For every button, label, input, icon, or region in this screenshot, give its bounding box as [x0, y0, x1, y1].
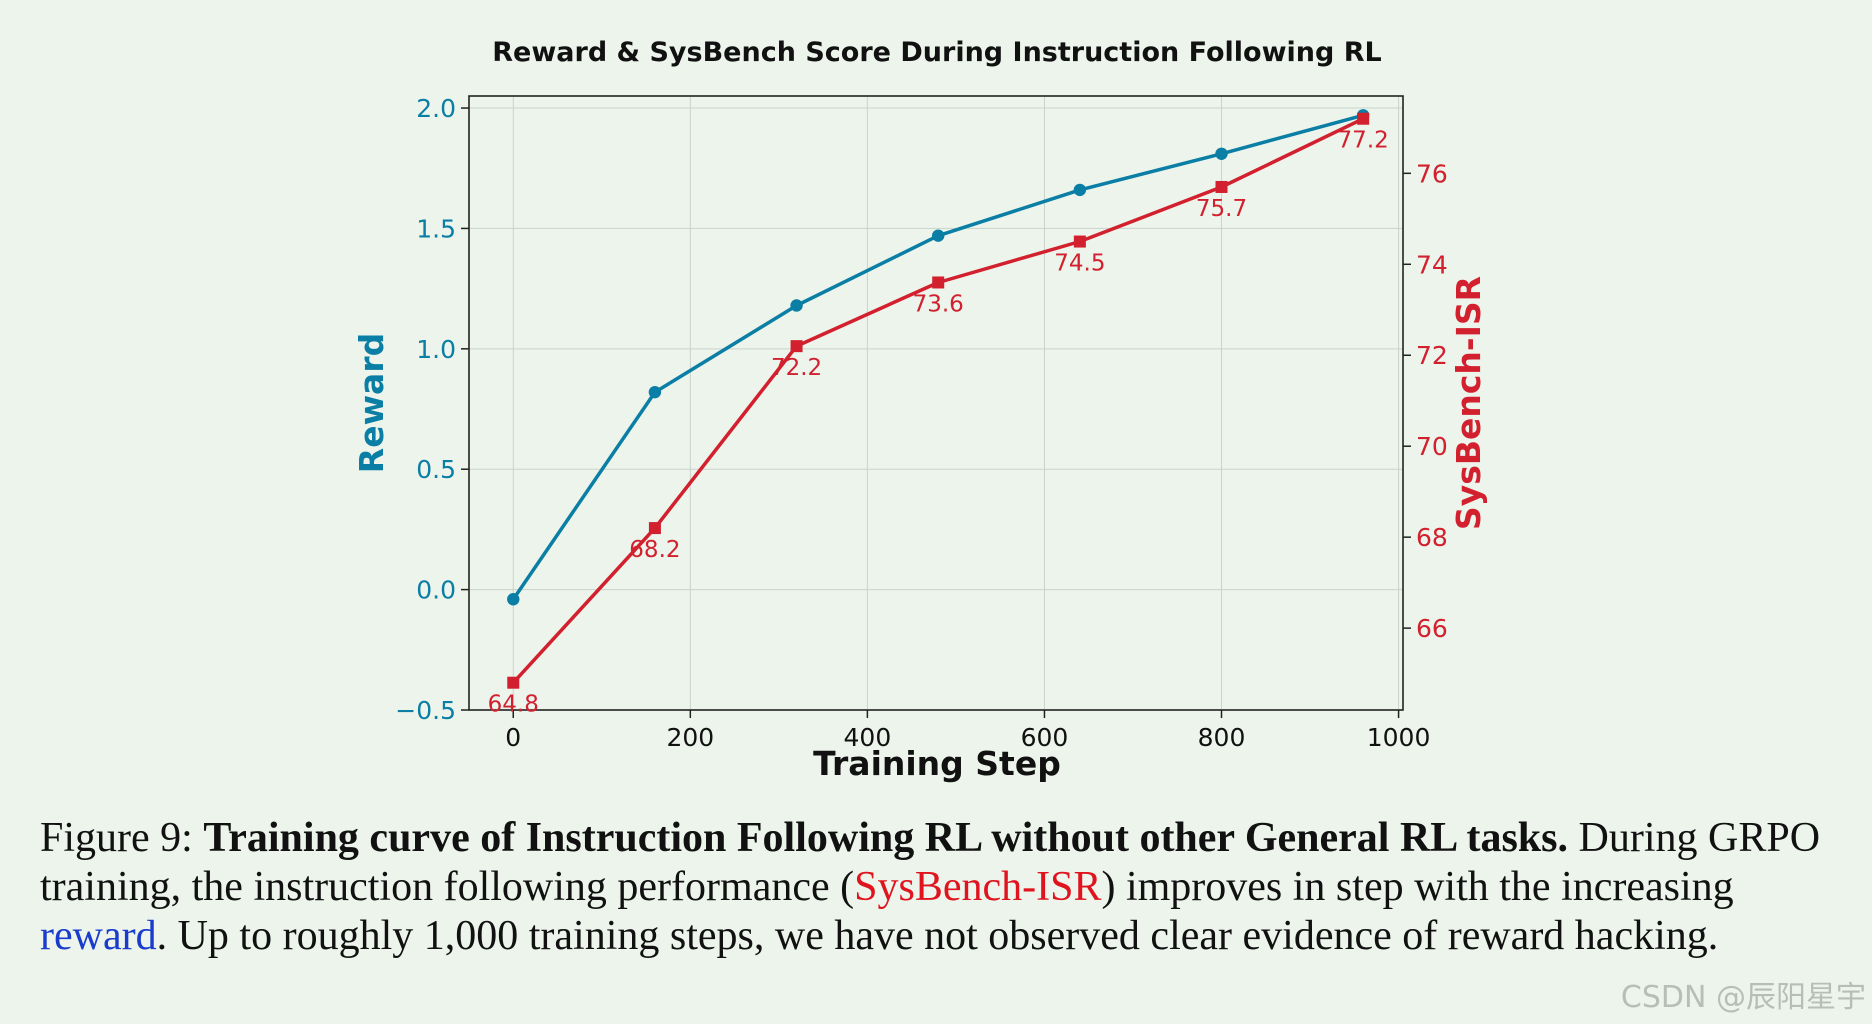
- data-label: 74.5: [1054, 251, 1105, 277]
- caption-text-1: During GRPO training, the instruction fo…: [40, 815, 1821, 910]
- left-y-tick-label: −0.5: [395, 696, 456, 725]
- caption-sysbench-link[interactable]: SysBench-ISR: [854, 864, 1102, 910]
- sysbench-point: [1073, 235, 1086, 248]
- x-tick-label: 400: [844, 723, 892, 752]
- x-axis: 0 200 400 600 800 1000: [505, 710, 1430, 752]
- data-label: 72.2: [771, 355, 822, 381]
- reward-point: [1073, 183, 1087, 197]
- sysbench-point: [1357, 112, 1370, 125]
- x-tick-label: 800: [1198, 723, 1246, 752]
- data-label: 68.2: [629, 537, 680, 563]
- sysbench-point: [790, 340, 803, 353]
- x-tick-label: 0: [505, 723, 521, 752]
- dual-axis-line-chart: Reward & SysBench Score During Instructi…: [352, 37, 1488, 783]
- right-y-tick-label: 68: [1416, 523, 1448, 552]
- left-y-tick-label: 2.0: [416, 94, 456, 123]
- left-y-tick-label: 0.5: [416, 455, 456, 484]
- caption-prefix: Figure 9:: [40, 815, 204, 861]
- reward-point: [648, 385, 662, 399]
- sysbench-point: [507, 676, 520, 689]
- grid: [469, 96, 1403, 711]
- x-tick-label: 600: [1021, 723, 1069, 752]
- reward-point: [932, 229, 945, 242]
- left-y-tick-label: 0.0: [416, 576, 456, 605]
- data-label: 64.8: [488, 692, 539, 718]
- x-axis-label: Training Step: [813, 744, 1061, 783]
- x-tick-label: 1000: [1367, 723, 1431, 752]
- sysbench-point: [932, 276, 945, 289]
- caption-text-3: . Up to roughly 1,000 training steps, we…: [156, 913, 1719, 959]
- sysbench-point: [648, 522, 661, 535]
- right-y-tick-label: 72: [1416, 341, 1448, 370]
- caption-text-2: ) improves in step with the increasing: [1101, 864, 1734, 910]
- right-y-tick-label: 76: [1416, 159, 1448, 188]
- x-tick-label: 200: [666, 723, 714, 752]
- series-line-left: [511, 113, 1364, 601]
- reward-point: [507, 593, 520, 606]
- plot-frame: [468, 95, 1404, 711]
- series-layer: 64.8 68.2 72.2 73.6 74.5 75.7 77.2: [488, 109, 1389, 718]
- left-y-axis-label: Reward: [352, 333, 391, 473]
- right-y-tick-label: 66: [1416, 614, 1448, 643]
- reward-point: [790, 299, 803, 312]
- right-y-tick-label: 74: [1416, 250, 1448, 279]
- left-y-axis: −0.5 0.0 0.5 1.0 1.5 2.0: [395, 94, 469, 725]
- right-y-axis: 66 68 70 72 74 76: [1403, 159, 1448, 643]
- left-y-tick-label: 1.0: [416, 335, 456, 364]
- data-label: 75.7: [1196, 196, 1247, 222]
- watermark: CSDN @辰阳星宇: [1620, 980, 1866, 1015]
- sysbench-point: [1215, 180, 1228, 193]
- right-y-axis-label: SysBench-ISR: [1449, 276, 1488, 530]
- chart-title: Reward & SysBench Score During Instructi…: [492, 37, 1382, 68]
- figure-caption: Figure 9: Training curve of Instruction …: [40, 814, 1840, 961]
- caption-reward-link[interactable]: reward: [40, 913, 157, 959]
- left-y-tick-label: 1.5: [416, 214, 456, 243]
- reward-point: [1215, 147, 1228, 160]
- right-y-tick-label: 70: [1416, 432, 1448, 461]
- data-label: 73.6: [913, 291, 964, 317]
- caption-bold: Training curve of Instruction Following …: [203, 815, 1568, 861]
- data-label: 77.2: [1338, 128, 1389, 154]
